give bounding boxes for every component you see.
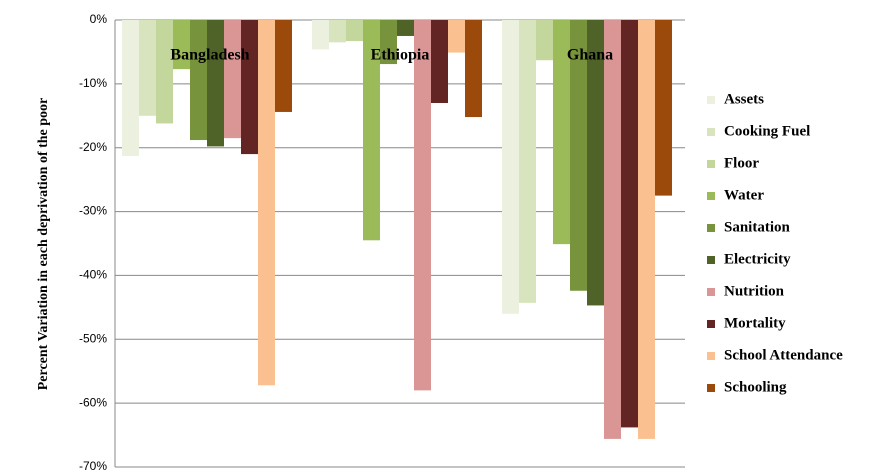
y-tick-label: -10%	[79, 76, 107, 90]
bar	[329, 20, 346, 43]
bar	[414, 20, 431, 391]
bar	[346, 20, 363, 42]
bar	[638, 20, 655, 439]
bar	[570, 20, 587, 291]
bar	[173, 20, 190, 70]
y-tick-label: -50%	[79, 331, 107, 345]
bar	[190, 20, 207, 141]
y-tick-label: -60%	[79, 395, 107, 409]
bar	[519, 20, 536, 303]
legend-swatch	[707, 352, 715, 360]
y-axis-title: Percent Variation in each deprivation of…	[36, 98, 51, 391]
legend-swatch	[707, 288, 715, 296]
legend-swatch	[707, 320, 715, 328]
legend-label: Electricity	[724, 251, 791, 267]
legend-swatch	[707, 224, 715, 232]
bar	[275, 20, 292, 112]
bar	[312, 20, 329, 50]
bar	[536, 20, 553, 61]
bar	[397, 20, 414, 36]
y-tick-label: 0%	[90, 12, 108, 26]
legend-label: Assets	[724, 91, 764, 107]
bar	[258, 20, 275, 386]
legend-swatch	[707, 192, 715, 200]
legend-swatch	[707, 160, 715, 168]
bar	[587, 20, 604, 306]
bar	[465, 20, 482, 118]
legend-swatch	[707, 128, 715, 136]
legend-label: Cooking Fuel	[724, 123, 810, 139]
y-tick-label: -30%	[79, 204, 107, 218]
bar	[604, 20, 621, 439]
category-label: Bangladesh	[170, 47, 249, 64]
category-label: Ghana	[567, 47, 613, 64]
bar	[502, 20, 519, 314]
bar	[139, 20, 156, 116]
legend-swatch	[707, 384, 715, 392]
legend-label: Water	[724, 187, 764, 203]
legend-label: Floor	[724, 155, 759, 171]
bar	[380, 20, 397, 65]
legend-swatch	[707, 96, 715, 104]
bar	[207, 20, 224, 147]
legend-swatch	[707, 256, 715, 264]
bar	[431, 20, 448, 104]
y-tick-label: -20%	[79, 140, 107, 154]
legend-label: Schooling	[724, 379, 787, 395]
bar	[363, 20, 380, 241]
y-tick-label: -70%	[79, 459, 107, 472]
bar	[448, 20, 465, 53]
y-tick-label: -40%	[79, 268, 107, 282]
bar	[241, 20, 258, 155]
legend-label: Mortality	[724, 315, 786, 331]
legend-label: School Attendance	[724, 347, 843, 363]
bar	[122, 20, 139, 157]
legend-label: Sanitation	[724, 219, 791, 235]
bar	[553, 20, 570, 245]
bar	[621, 20, 638, 428]
bar	[655, 20, 672, 196]
category-label: Ethiopia	[371, 47, 430, 64]
legend-label: Nutrition	[724, 283, 785, 299]
bar	[224, 20, 241, 139]
bar	[156, 20, 173, 124]
